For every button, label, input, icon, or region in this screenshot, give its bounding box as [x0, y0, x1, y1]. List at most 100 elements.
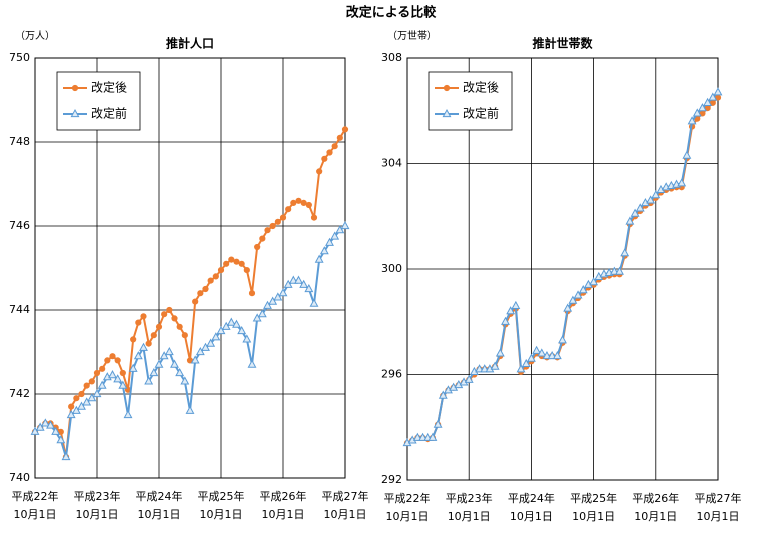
- data-point: [190, 355, 200, 364]
- data-point: [119, 369, 126, 377]
- data-point: [150, 332, 157, 339]
- data-point: [175, 367, 185, 377]
- data-point: [259, 235, 266, 242]
- data-point: [257, 309, 267, 318]
- data-point: [651, 190, 661, 199]
- data-point: [155, 323, 163, 330]
- data-point: [423, 432, 433, 441]
- data-point: [206, 338, 216, 347]
- data-point: [713, 87, 723, 96]
- data-point: [130, 336, 137, 343]
- data-point: [547, 350, 557, 360]
- data-point: [223, 260, 230, 267]
- data-point: [330, 231, 340, 240]
- data-point: [516, 364, 526, 373]
- page-title: 改定による比較: [346, 5, 438, 21]
- data-point: [578, 285, 588, 294]
- data-point: [532, 345, 542, 354]
- data-point: [201, 342, 210, 351]
- plot-border: [406, 57, 719, 481]
- data-point: [310, 214, 318, 221]
- data-point: [511, 300, 521, 310]
- data-point: [501, 316, 510, 325]
- data-point: [233, 258, 240, 265]
- x-tick-label: 10月1日: [572, 510, 615, 523]
- data-point: [243, 267, 250, 274]
- y-tick-label: 746: [9, 219, 30, 232]
- data-point: [300, 199, 307, 206]
- x-tick-label: 平成23年: [446, 491, 493, 505]
- y-tick-label: 308: [381, 51, 402, 64]
- data-point: [159, 351, 169, 360]
- legend-label: 改定前: [463, 106, 499, 121]
- x-tick-label: 10月1日: [262, 508, 305, 521]
- data-point: [171, 315, 178, 322]
- x-tick-label: 平成27年: [695, 491, 742, 505]
- data-point: [290, 199, 297, 206]
- data-point: [279, 214, 287, 221]
- data-point: [573, 290, 583, 299]
- data-point: [506, 306, 516, 315]
- data-point: [692, 108, 702, 117]
- data-point: [264, 227, 271, 234]
- y-tick-label: 750: [9, 51, 30, 64]
- data-point: [61, 451, 71, 461]
- data-point: [563, 303, 573, 312]
- data-point: [335, 225, 345, 234]
- legend-marker: [71, 84, 79, 92]
- data-point: [77, 401, 86, 410]
- data-point: [97, 380, 107, 389]
- x-tick-label: 平成22年: [384, 491, 431, 505]
- data-point: [164, 346, 174, 356]
- data-point: [682, 150, 692, 159]
- data-point: [703, 97, 713, 106]
- data-point: [99, 365, 106, 372]
- data-point: [87, 393, 97, 402]
- data-point: [252, 313, 262, 322]
- legend-label: 改定後: [91, 80, 127, 95]
- x-tick-label: 10月1日: [138, 508, 181, 521]
- data-point: [109, 353, 116, 360]
- data-point: [299, 279, 309, 288]
- y-tick-label: 740: [9, 471, 30, 484]
- data-point: [305, 201, 312, 209]
- data-point: [237, 325, 247, 335]
- legend-box: [56, 71, 141, 131]
- data-point: [495, 348, 505, 357]
- data-point: [232, 319, 241, 328]
- data-point: [170, 359, 179, 368]
- data-point: [542, 350, 552, 360]
- data-point: [192, 298, 199, 305]
- x-tick-label: 10月1日: [697, 510, 740, 523]
- data-point: [412, 432, 422, 441]
- data-point: [677, 178, 687, 187]
- legend-label: 改定前: [91, 106, 127, 121]
- data-point: [185, 405, 195, 414]
- data-point: [316, 168, 323, 175]
- data-point: [242, 334, 252, 343]
- data-point: [340, 220, 350, 230]
- data-point: [537, 348, 547, 357]
- x-tick-label: 平成22年: [12, 489, 59, 503]
- data-point: [620, 248, 630, 257]
- data-point: [464, 374, 474, 383]
- y-tick-label: 742: [9, 387, 30, 400]
- data-point: [630, 208, 640, 217]
- data-point: [321, 155, 328, 162]
- data-point: [418, 432, 427, 441]
- data-point: [30, 426, 40, 435]
- data-point: [698, 103, 707, 112]
- data-point: [274, 218, 281, 225]
- data-point: [336, 134, 343, 141]
- data-point: [319, 246, 329, 255]
- data-point: [113, 374, 123, 383]
- data-point: [247, 359, 257, 368]
- data-point: [228, 256, 235, 263]
- data-point: [133, 351, 143, 360]
- data-point: [154, 359, 164, 368]
- data-point: [331, 143, 338, 150]
- x-tick-label: 10月1日: [510, 510, 553, 523]
- data-point: [114, 357, 121, 364]
- data-point: [589, 277, 599, 286]
